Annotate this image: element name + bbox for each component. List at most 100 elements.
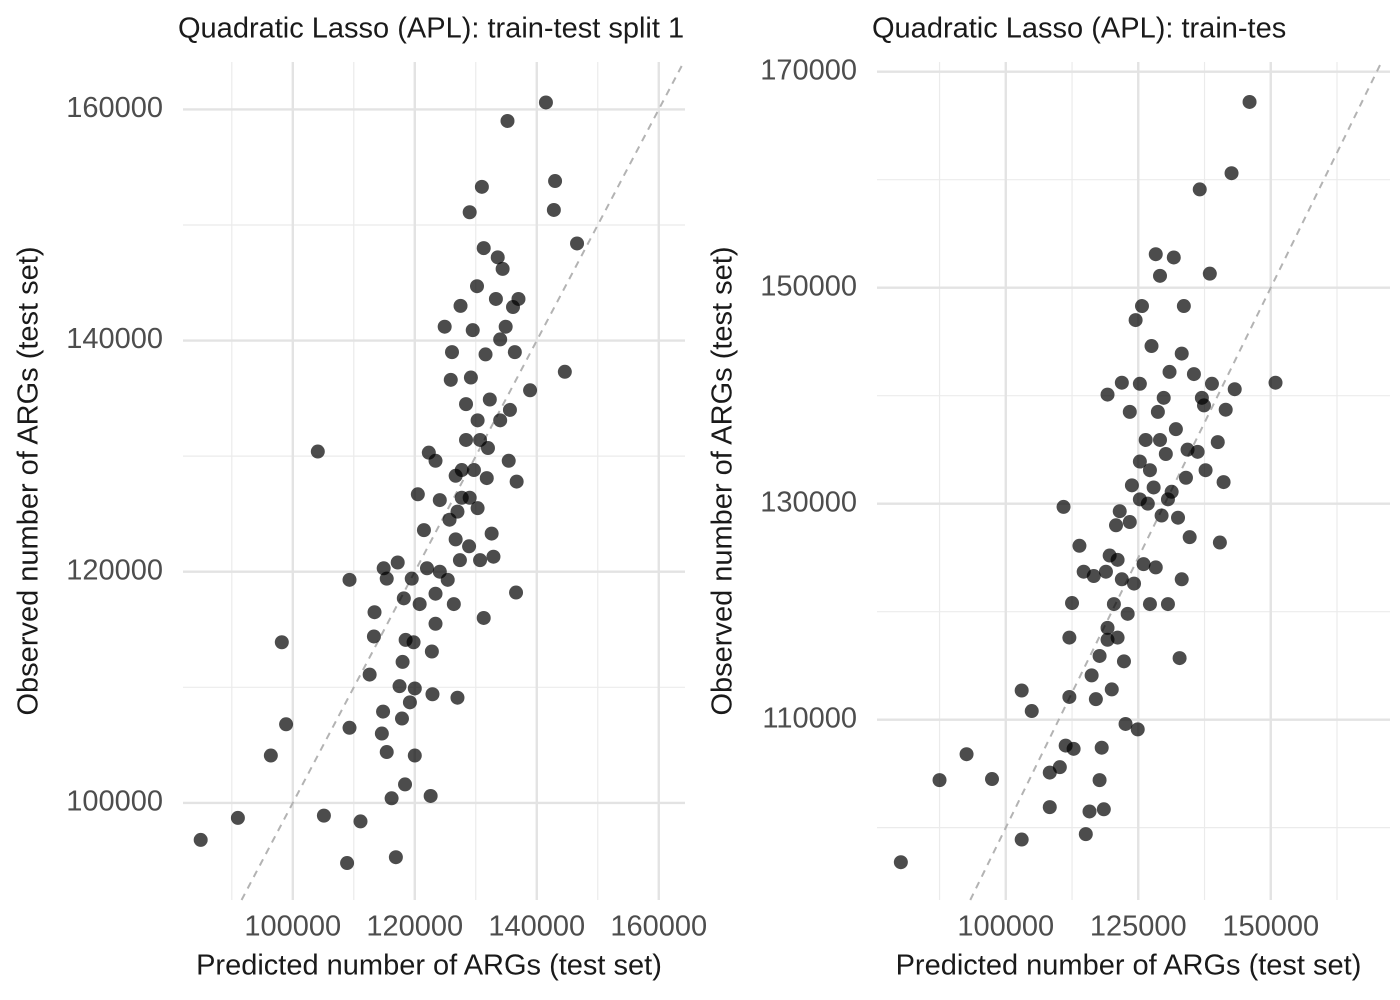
point [410,487,425,502]
point [1132,492,1147,507]
point [1104,682,1119,697]
point [1138,432,1153,447]
point [446,597,461,612]
point [1127,576,1142,591]
point [1014,683,1029,698]
point [1062,630,1077,645]
point [959,747,974,762]
point [1098,564,1113,579]
point [1118,716,1133,731]
x-tick-label: 100000 [957,911,1054,943]
point [437,319,452,334]
point [412,597,427,612]
point [523,383,538,398]
point [404,571,419,586]
point [1216,475,1231,490]
point [1116,654,1131,669]
point [416,523,431,538]
point [452,553,467,568]
point [1042,800,1057,815]
point [442,512,457,527]
point [406,635,421,650]
x-tick-label: 125000 [1090,911,1187,943]
point [1180,442,1195,457]
point [459,397,474,412]
point [548,174,563,189]
point [570,236,585,251]
point [342,720,357,735]
point [1156,390,1171,405]
point [1198,463,1213,478]
point [1152,268,1167,283]
point [388,850,403,865]
point [444,345,459,360]
point [1152,432,1167,447]
point [428,453,443,468]
point [1086,569,1101,584]
point [443,372,458,387]
point [473,432,488,447]
point [1158,447,1173,462]
chart-title: Quadratic Lasso (APL): train-tes [872,13,1286,45]
point [1106,597,1121,612]
point [1124,478,1139,493]
point [1122,404,1137,419]
point [1144,339,1159,354]
point [342,572,357,587]
point [390,555,405,570]
point [423,788,438,803]
point [1100,387,1115,402]
y-tick-label: 100000 [66,786,163,818]
point [1174,572,1189,587]
point [488,291,503,306]
y-tick-label: 120000 [66,554,163,586]
point [500,113,515,128]
point [379,745,394,760]
y-axis-label: Observed number of ARGs (test set) [707,246,739,715]
point [1092,648,1107,663]
point [1178,470,1193,485]
point [490,250,505,265]
point [340,856,355,871]
x-tick-label: 100000 [244,911,341,943]
panel: 100000 120000 140000 160000 100000 120000 1400… [13,13,708,982]
point [425,687,440,702]
y-tick-label: 110000 [762,702,857,734]
point [1136,557,1151,572]
point [1168,422,1183,437]
point [462,490,477,505]
point [1154,508,1169,523]
point [1242,94,1257,109]
point [463,370,478,385]
point [1092,773,1107,788]
point [482,392,497,407]
point [1182,530,1197,545]
point [440,572,455,587]
point [1166,250,1181,265]
point [1082,804,1097,819]
point [1162,364,1177,379]
point [193,832,208,847]
point [1120,606,1135,621]
point [1084,668,1099,683]
point [473,553,488,568]
point [470,279,485,294]
y-tick-label: 140000 [66,323,163,355]
point [932,773,947,788]
point [1134,299,1149,314]
point [1212,535,1227,550]
x-tick-label: 120000 [366,911,463,943]
y-tick-label: 170000 [760,54,857,86]
point [1024,704,1039,719]
point [538,95,553,110]
point [1196,398,1211,413]
point [1132,454,1147,469]
point [263,748,278,763]
point [395,654,410,669]
point [428,586,443,601]
point [459,432,474,447]
x-tick-label: 160000 [610,911,707,943]
point [1112,504,1127,519]
point [1132,376,1147,391]
x-tick-label: 140000 [488,911,585,943]
